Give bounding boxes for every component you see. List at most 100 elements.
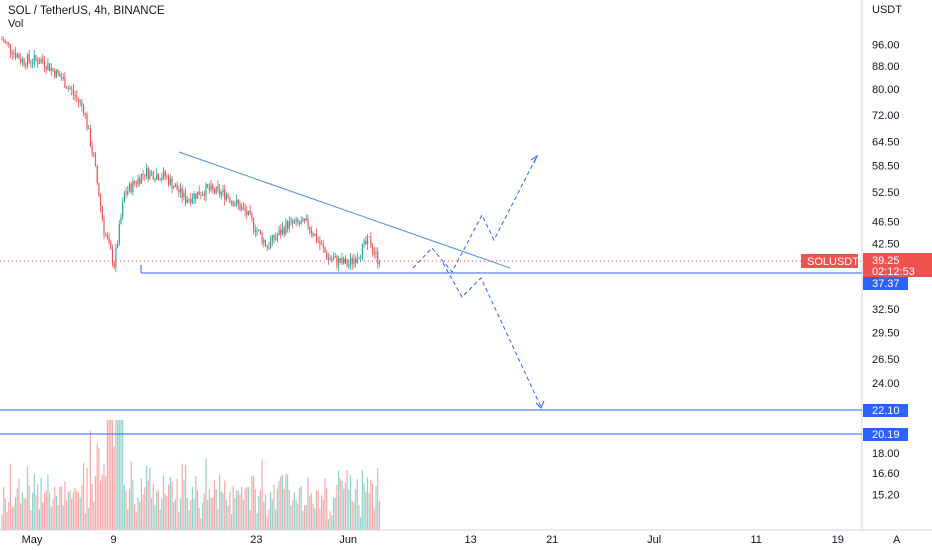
candle-body xyxy=(263,240,265,243)
volume-bar xyxy=(52,499,54,530)
volume-bar xyxy=(360,516,362,530)
candle-body xyxy=(322,244,324,248)
volume-bar xyxy=(225,499,227,530)
candle-body xyxy=(234,204,236,207)
volume-bar xyxy=(227,506,229,530)
candle-body xyxy=(295,219,297,222)
volume-bar xyxy=(28,485,30,530)
volume-bar xyxy=(30,510,32,530)
volume-bar xyxy=(125,490,127,530)
volume-bar xyxy=(290,505,292,530)
volume-bar xyxy=(100,480,102,530)
volume-bar xyxy=(13,506,15,530)
volume-bar xyxy=(115,420,117,530)
candle-body xyxy=(157,174,159,180)
candle-body xyxy=(74,94,76,97)
candle-body xyxy=(123,192,125,202)
candle-body xyxy=(66,87,68,89)
volume-bar xyxy=(343,488,345,530)
volume-indicator-label[interactable]: Vol xyxy=(8,18,24,30)
volume-bar xyxy=(202,503,204,530)
candle-body xyxy=(309,226,311,230)
candle-body xyxy=(242,207,244,208)
candle-body xyxy=(273,235,275,240)
candle-body xyxy=(275,238,277,240)
candle-body xyxy=(62,77,64,79)
candle-body xyxy=(208,187,210,191)
candle-body xyxy=(346,258,348,266)
descending-trendline[interactable] xyxy=(178,151,511,269)
volume-bar xyxy=(76,490,78,530)
candle-body xyxy=(202,194,204,196)
candle-body xyxy=(168,176,170,185)
volume-bar xyxy=(23,497,25,530)
volume-bar xyxy=(287,474,289,530)
candle-body xyxy=(200,195,202,196)
volume-bar xyxy=(18,478,20,530)
volume-bar xyxy=(101,474,103,530)
candle-body xyxy=(355,259,357,263)
volume-bar xyxy=(142,494,144,530)
candle-body xyxy=(93,153,95,156)
candle-body xyxy=(169,178,171,185)
volume-bar xyxy=(263,501,265,530)
volume-bar xyxy=(178,511,180,530)
volume-bar xyxy=(276,488,278,530)
time-axis-ticks: May 9 23 Jun 13 21 Jul 11 19 xyxy=(22,534,844,546)
volume-bar xyxy=(266,516,268,530)
candle-body xyxy=(120,216,122,224)
volume-bar xyxy=(84,513,86,530)
volume-bar xyxy=(135,512,137,530)
candle-body xyxy=(37,59,39,64)
volume-bar xyxy=(351,500,353,530)
auto-scale-button[interactable]: A xyxy=(893,534,901,546)
volume-bar xyxy=(200,518,202,530)
volume-bar xyxy=(91,483,93,530)
volume-bar xyxy=(33,473,35,530)
volume-bar xyxy=(193,498,195,530)
volume-bar xyxy=(43,492,46,530)
price-tick-label: 29.50 xyxy=(872,328,900,340)
candle-body xyxy=(280,229,282,235)
volume-bar xyxy=(310,493,312,530)
volume-bar xyxy=(341,480,343,530)
volume-bar xyxy=(322,499,324,530)
bullish-projection-path[interactable] xyxy=(412,155,538,273)
volume-bar xyxy=(176,478,178,530)
candle-body xyxy=(179,187,182,193)
volume-bar xyxy=(174,499,176,530)
volume-bar xyxy=(149,467,151,530)
volume-bar xyxy=(60,486,63,530)
candle-body xyxy=(137,178,139,185)
target-badge-2-text: 20.19 xyxy=(872,429,900,441)
symbol-header[interactable]: SOL / TetherUS, 4h, BINANCE xyxy=(8,5,165,17)
volume-bar xyxy=(57,505,59,530)
candle-body xyxy=(210,185,212,191)
candle-body xyxy=(205,184,207,197)
volume-bar xyxy=(140,478,142,530)
volume-bar xyxy=(232,485,234,530)
volume-bar xyxy=(179,498,182,530)
volume-bar xyxy=(196,490,199,530)
candle-body xyxy=(343,257,345,264)
volume-bar xyxy=(213,479,216,530)
volume-bar xyxy=(273,484,275,530)
volume-bar xyxy=(20,503,22,530)
volume-bar xyxy=(355,489,357,530)
volume-bar xyxy=(137,497,139,530)
candle-body xyxy=(88,128,90,129)
volume-bar xyxy=(88,507,90,530)
volume-bar xyxy=(123,484,125,530)
candle-body xyxy=(227,194,229,198)
volume-bar xyxy=(358,504,360,530)
volume-bar xyxy=(183,480,185,530)
candle-body xyxy=(28,54,30,61)
volume-bar xyxy=(242,499,244,530)
candle-body xyxy=(356,258,358,263)
bearish-projection-path[interactable] xyxy=(442,262,542,408)
volume-bar xyxy=(217,508,219,530)
candle-body xyxy=(319,241,321,245)
candle-body xyxy=(361,243,363,257)
volume-bar xyxy=(62,505,64,530)
